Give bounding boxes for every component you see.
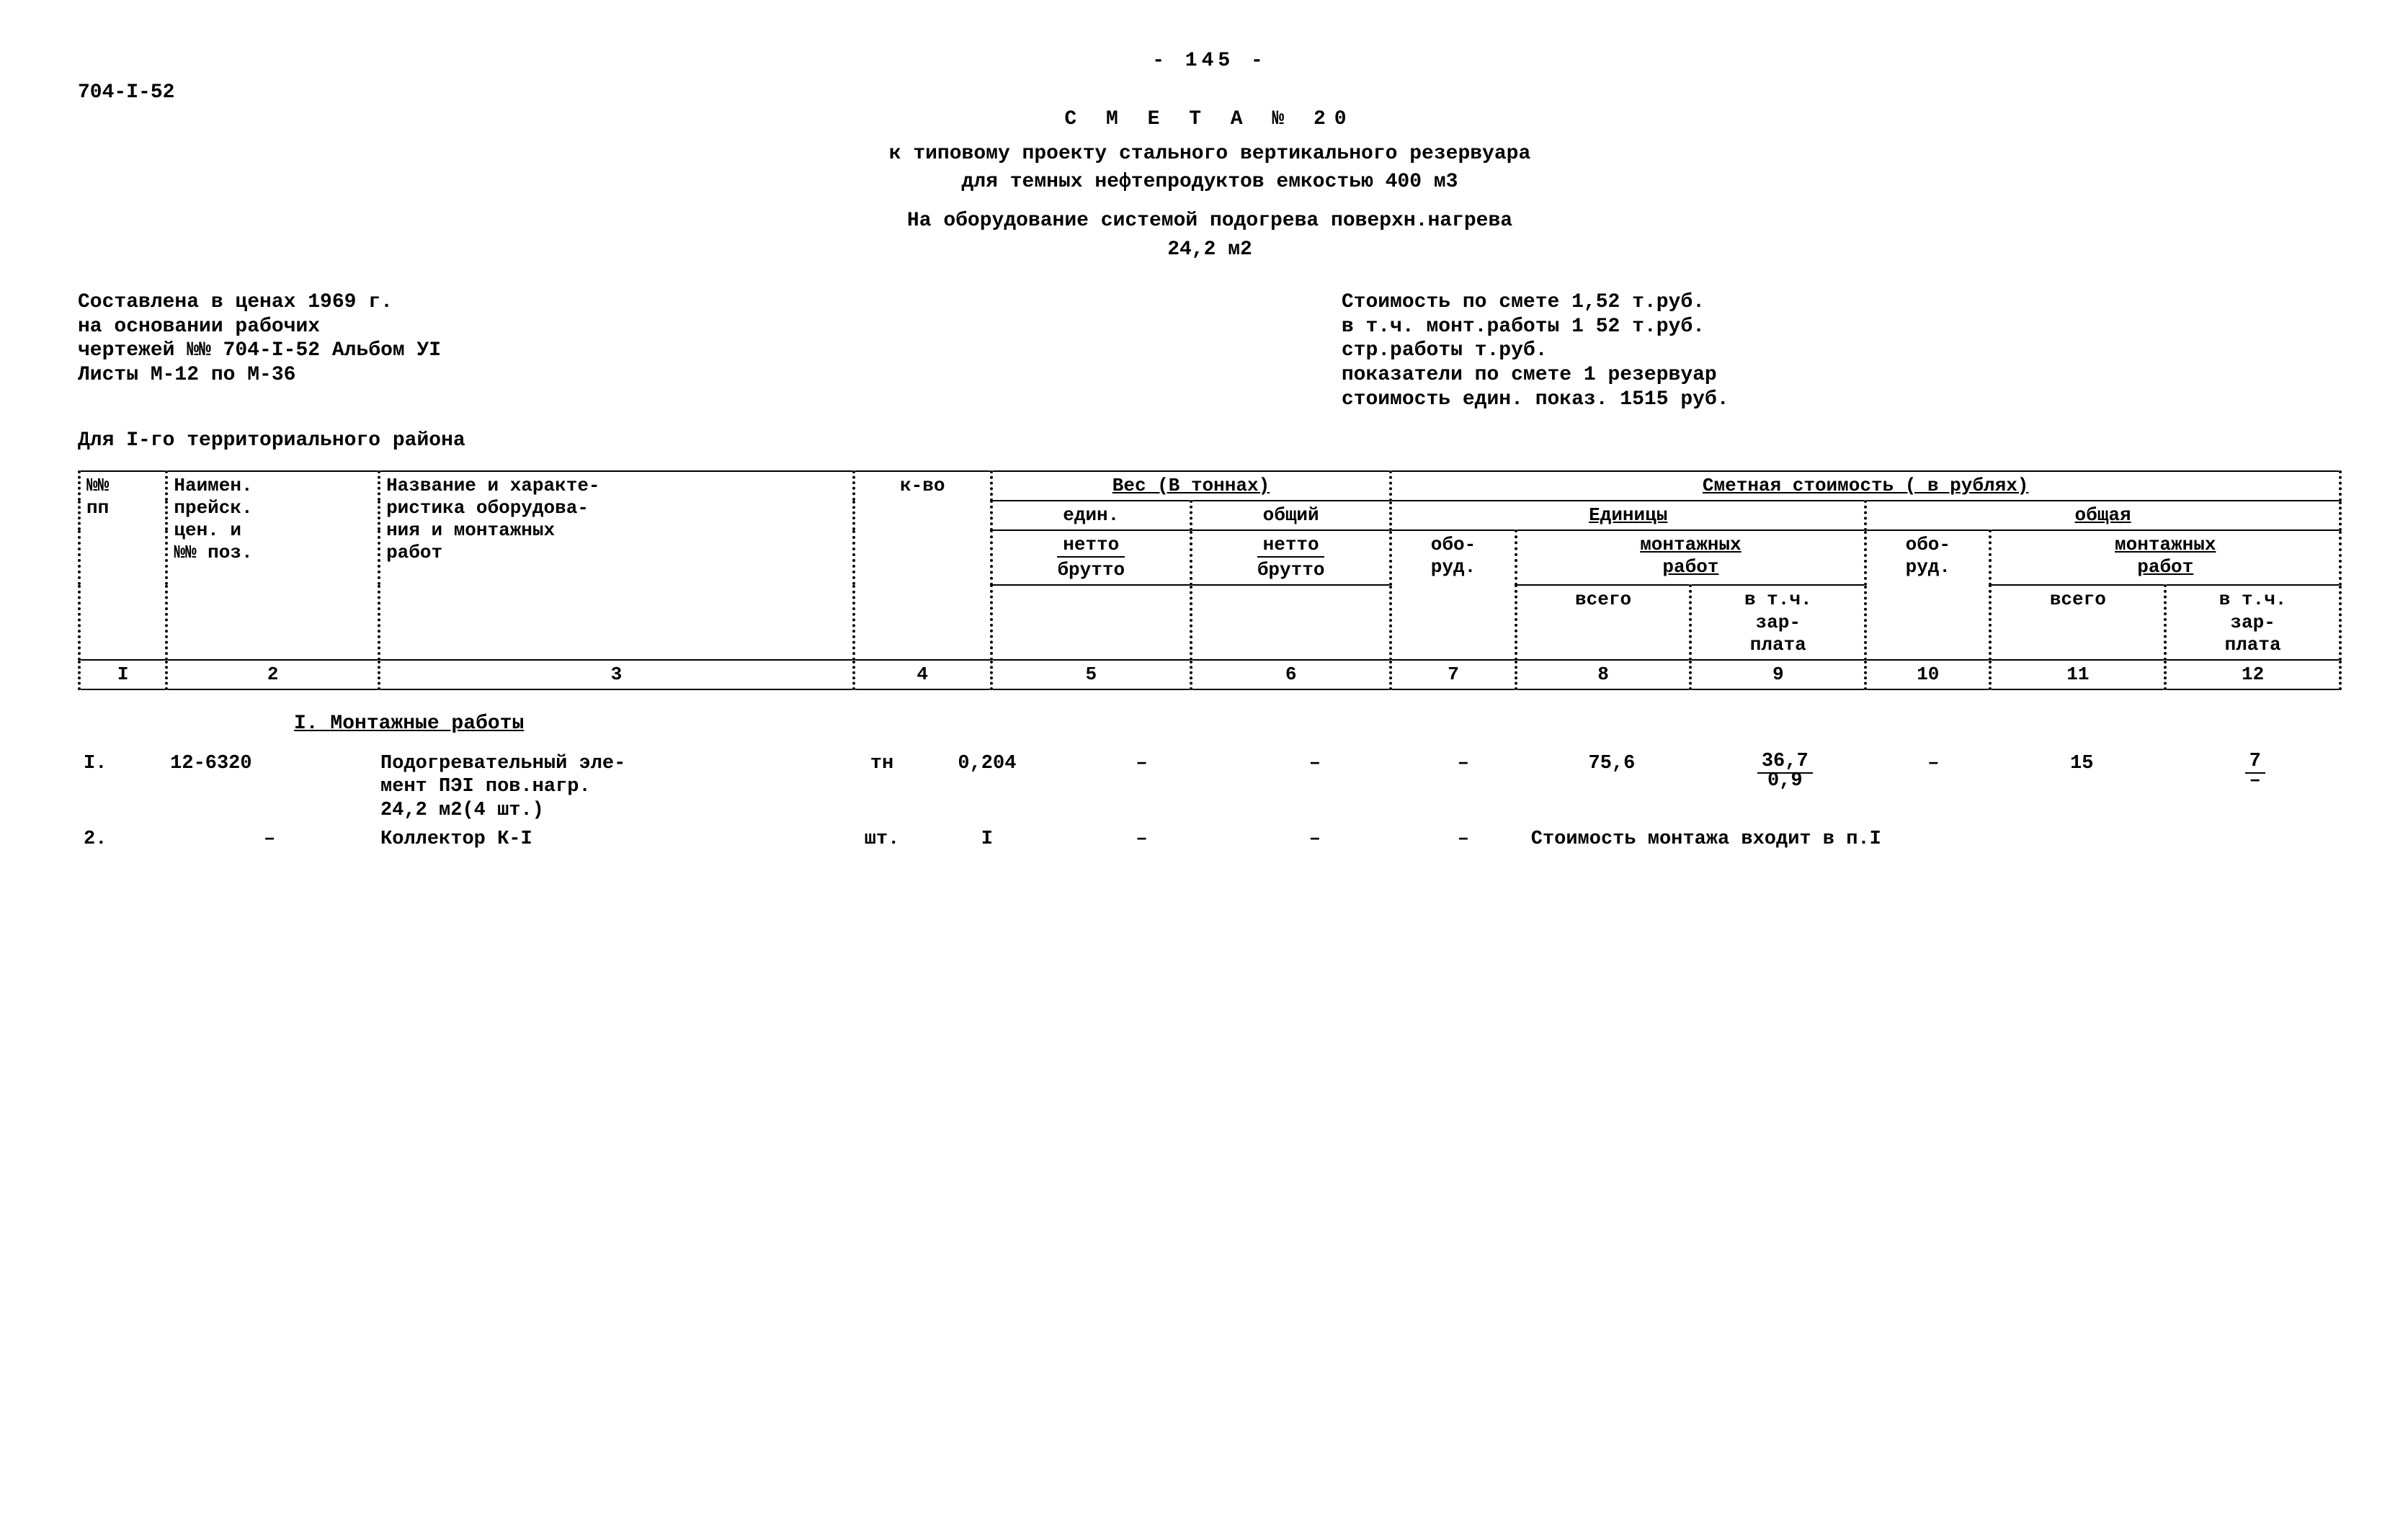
hdr-wt2: общий <box>1191 501 1391 530</box>
hdr-col-2: Наимен. прейск. цен. и №№ поз. <box>166 471 379 660</box>
hdr-net: неттобрутто <box>991 530 1191 585</box>
meta-right-2: стр.работы т.руб. <box>1342 339 2342 363</box>
r1-c9: 36,70,9 <box>1698 749 1871 825</box>
colnum-1: I <box>79 660 166 689</box>
hdr-cost: Сметная стоимость ( в рублях) <box>1391 471 2340 501</box>
r2-n: 2. <box>78 825 164 854</box>
meta-right-4: стоимость един. показ. 1515 руб. <box>1342 388 2342 412</box>
doc-code: 704-I-52 <box>78 81 2342 105</box>
hdr-col-1: №№ пп <box>79 471 166 660</box>
colnum-11: 11 <box>1990 660 2165 689</box>
doc-title: С М Е Т А № 20 <box>78 107 2342 132</box>
r2-unit: шт. <box>844 825 919 854</box>
colnum-9: 9 <box>1690 660 1865 689</box>
table-row: 2. – Коллектор К-I шт. I – – – Стоимость… <box>78 825 2342 854</box>
hdr-blank-2 <box>1191 585 1391 660</box>
r1-c8: 75,6 <box>1525 749 1698 825</box>
colnum-8: 8 <box>1516 660 1691 689</box>
r2-code: – <box>164 825 375 854</box>
r2-c7: – <box>1401 825 1525 854</box>
colnum-10: 10 <box>1865 660 1990 689</box>
meta-right-0: Стоимость по смете 1,52 т.руб. <box>1342 290 2342 315</box>
meta-right-3: показатели по смете 1 резервуар <box>1342 363 2342 388</box>
hdr-equip-2: обо- руд. <box>1865 530 1990 660</box>
colnum-3: 3 <box>379 660 854 689</box>
r1-c6: – <box>1228 749 1401 825</box>
hdr-mont-2: монтажных работ <box>1990 530 2340 585</box>
r2-note: Стоимость монтажа входит в п.I <box>1525 825 2342 854</box>
hdr-all-1: всего <box>1516 585 1691 660</box>
body-table: I. 12-6320 Подогревательный эле- мент ПЭ… <box>78 749 2342 854</box>
hdr-wu: един. <box>991 501 1191 530</box>
r2-c5: – <box>1055 825 1228 854</box>
section-1-title: I. Монтажные работы <box>294 712 2342 736</box>
meta-left-2: чертежей №№ 704-I-52 Альбом УI <box>78 339 1164 363</box>
hdr-unit: Единицы <box>1391 501 1865 530</box>
r1-name: Подогревательный эле- мент ПЭI пов.нагр.… <box>375 749 844 825</box>
hdr-blank-1 <box>991 585 1191 660</box>
subtitle-line-1: к типовому проекту стального вертикально… <box>489 142 1930 166</box>
r1-qty: 0,204 <box>919 749 1055 825</box>
meta-right-block: Стоимость по смете 1,52 т.руб. в т.ч. мо… <box>1255 290 2342 411</box>
hdr-net2: неттобрутто <box>1191 530 1391 585</box>
hdr-col-4: к-во <box>854 471 991 660</box>
meta-left-1: на основании рабочих <box>78 315 1164 339</box>
colnum-7: 7 <box>1391 660 1515 689</box>
hdr-total: общая <box>1865 501 2340 530</box>
page-number: - 145 - <box>78 49 2342 73</box>
colnum-4: 4 <box>854 660 991 689</box>
r1-c10: – <box>1871 749 1995 825</box>
colnum-12: 12 <box>2165 660 2340 689</box>
meta-left-block: Составлена в ценах 1969 г. на основании … <box>78 290 1164 411</box>
table-row: I. 12-6320 Подогревательный эле- мент ПЭ… <box>78 749 2342 825</box>
hdr-mont-1: монтажных работ <box>1516 530 1865 585</box>
subtitle-line-2: для темных нефтепродуктов емкостью 400 м… <box>489 170 1930 195</box>
hdr-sal-2: в т.ч. зар- плата <box>2165 585 2340 660</box>
hdr-weight: Вес (В тоннах) <box>991 471 1391 501</box>
r2-qty: I <box>919 825 1055 854</box>
equip-line-1: На оборудование системой подогрева повер… <box>489 209 1930 233</box>
meta-left-0: Составлена в ценах 1969 г. <box>78 290 1164 315</box>
colnum-2: 2 <box>166 660 379 689</box>
hdr-all-2: всего <box>1990 585 2165 660</box>
meta-left-3: Листы М-12 по М-36 <box>78 363 1164 388</box>
r1-n: I. <box>78 749 164 825</box>
equip-line-2: 24,2 м2 <box>489 238 1930 262</box>
r2-name: Коллектор К-I <box>375 825 844 854</box>
r1-c12: 7– <box>2169 749 2342 825</box>
hdr-sal-1: в т.ч. зар- плата <box>1690 585 1865 660</box>
colnum-5: 5 <box>991 660 1191 689</box>
r2-c6: – <box>1228 825 1401 854</box>
r1-c5: – <box>1055 749 1228 825</box>
meta-right-1: в т.ч. монт.работы 1 52 т.руб. <box>1342 315 2342 339</box>
hdr-equip-1: обо- руд. <box>1391 530 1515 660</box>
header-table: №№ пп Наимен. прейск. цен. и №№ поз. Наз… <box>78 470 2342 691</box>
region-line: Для I-го территориального района <box>78 429 2342 453</box>
colnum-6: 6 <box>1191 660 1391 689</box>
r1-c7: – <box>1401 749 1525 825</box>
r1-unit: тн <box>844 749 919 825</box>
hdr-col-3: Название и характе- ристика оборудова- н… <box>379 471 854 660</box>
r1-code: 12-6320 <box>164 749 375 825</box>
r1-c11: 15 <box>1995 749 2168 825</box>
